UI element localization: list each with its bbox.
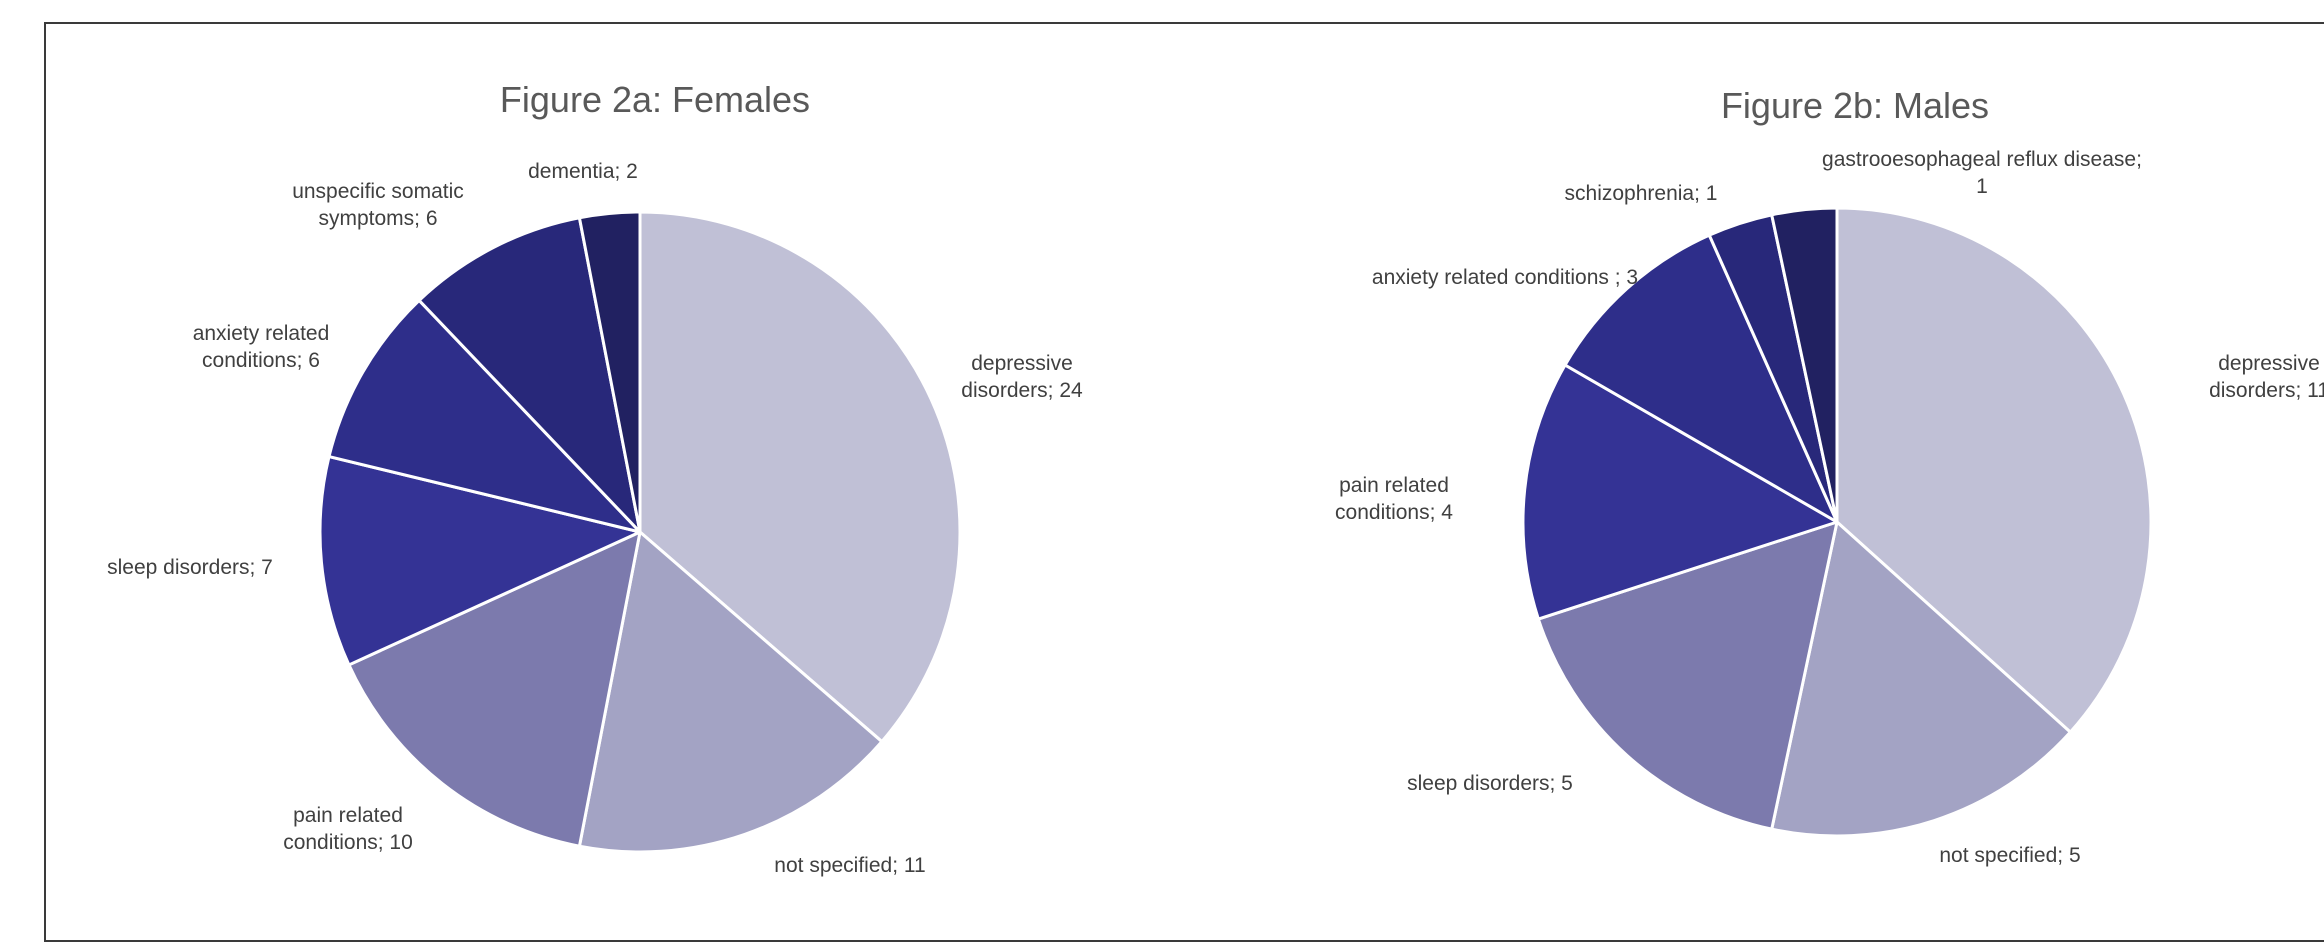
slice-label: pain related conditions; 4	[1335, 474, 1453, 524]
slice-label: schizophrenia; 1	[1565, 182, 1718, 205]
slice-label-line: sleep disorders; 7	[107, 556, 273, 579]
pie-slice	[1835, 206, 2153, 734]
pie-chart-2: Figure 2b: Males depressive disorders; 11 n…	[1335, 85, 2324, 867]
slice-label-line: pain related	[293, 804, 403, 827]
pie-slice	[638, 210, 962, 744]
pie-slice	[1770, 520, 2072, 838]
slice-label-line: schizophrenia; 1	[1565, 182, 1718, 205]
slice-label-line: disorders; 11	[2209, 379, 2324, 402]
slice-label: unspecific somatic symptoms; 6	[292, 180, 464, 230]
slice-label-line: not specified; 5	[1939, 844, 2080, 867]
slice-label-line: depressive	[2218, 352, 2320, 375]
slice-label-line: pain related	[1339, 474, 1449, 497]
pie-slice	[577, 530, 884, 854]
slice-label-line: conditions; 4	[1335, 501, 1453, 524]
slice-label-line: disorders; 24	[961, 379, 1083, 402]
slice-label: dementia; 2	[528, 160, 638, 183]
slice-label-line: depressive	[971, 352, 1073, 375]
pie-slice	[1770, 206, 1839, 524]
slice-label-line: gastrooesophageal reflux disease;	[1822, 148, 2142, 171]
pie-charts: Figure 2a: Females depressive disorders; 2…	[107, 79, 2324, 877]
slice-label: gastrooesophageal reflux disease; 1	[1822, 148, 2142, 198]
pie-slice	[318, 455, 642, 667]
slice-label-line: symptoms; 6	[318, 207, 437, 230]
pie-slice	[327, 298, 642, 534]
slice-label-line: anxiety related conditions ; 3	[1372, 266, 1638, 289]
slice-label: not specified; 5	[1939, 844, 2080, 867]
slice-label-line: conditions; 10	[283, 831, 413, 854]
chart-title: Figure 2b: Males	[1721, 85, 1989, 126]
slice-label: depressive disorders; 24	[961, 352, 1083, 402]
slice-label: not specified; 11	[774, 854, 925, 877]
slice-label-line: unspecific somatic	[292, 180, 464, 203]
pie-slice	[1563, 233, 1839, 524]
slice-label-line: conditions; 6	[202, 349, 320, 372]
slice-label-line: dementia; 2	[528, 160, 638, 183]
slice-label: sleep disorders; 5	[1407, 772, 1573, 795]
slice-label: sleep disorders; 7	[107, 556, 273, 579]
chart-title: Figure 2a: Females	[500, 79, 810, 120]
pie-slice	[417, 216, 642, 534]
slice-label-line: anxiety related	[193, 322, 330, 345]
slice-label: depressive disorders; 11	[2209, 352, 2324, 402]
pie-chart-1: Figure 2a: Females depressive disorders; 2…	[107, 79, 1083, 877]
slice-label-line: not specified; 11	[774, 854, 925, 877]
slice-label: pain related conditions; 10	[283, 804, 413, 854]
slice-label-line: sleep disorders; 5	[1407, 772, 1573, 795]
pie-slice	[1521, 363, 1839, 621]
slice-label: anxiety related conditions; 6	[193, 322, 330, 372]
slice-label-line: 1	[1976, 175, 1988, 198]
pie-slice	[1536, 520, 1839, 831]
pie-slice	[577, 210, 642, 534]
slice-label: anxiety related conditions ; 3	[1372, 266, 1638, 289]
pie-slice	[347, 530, 642, 848]
